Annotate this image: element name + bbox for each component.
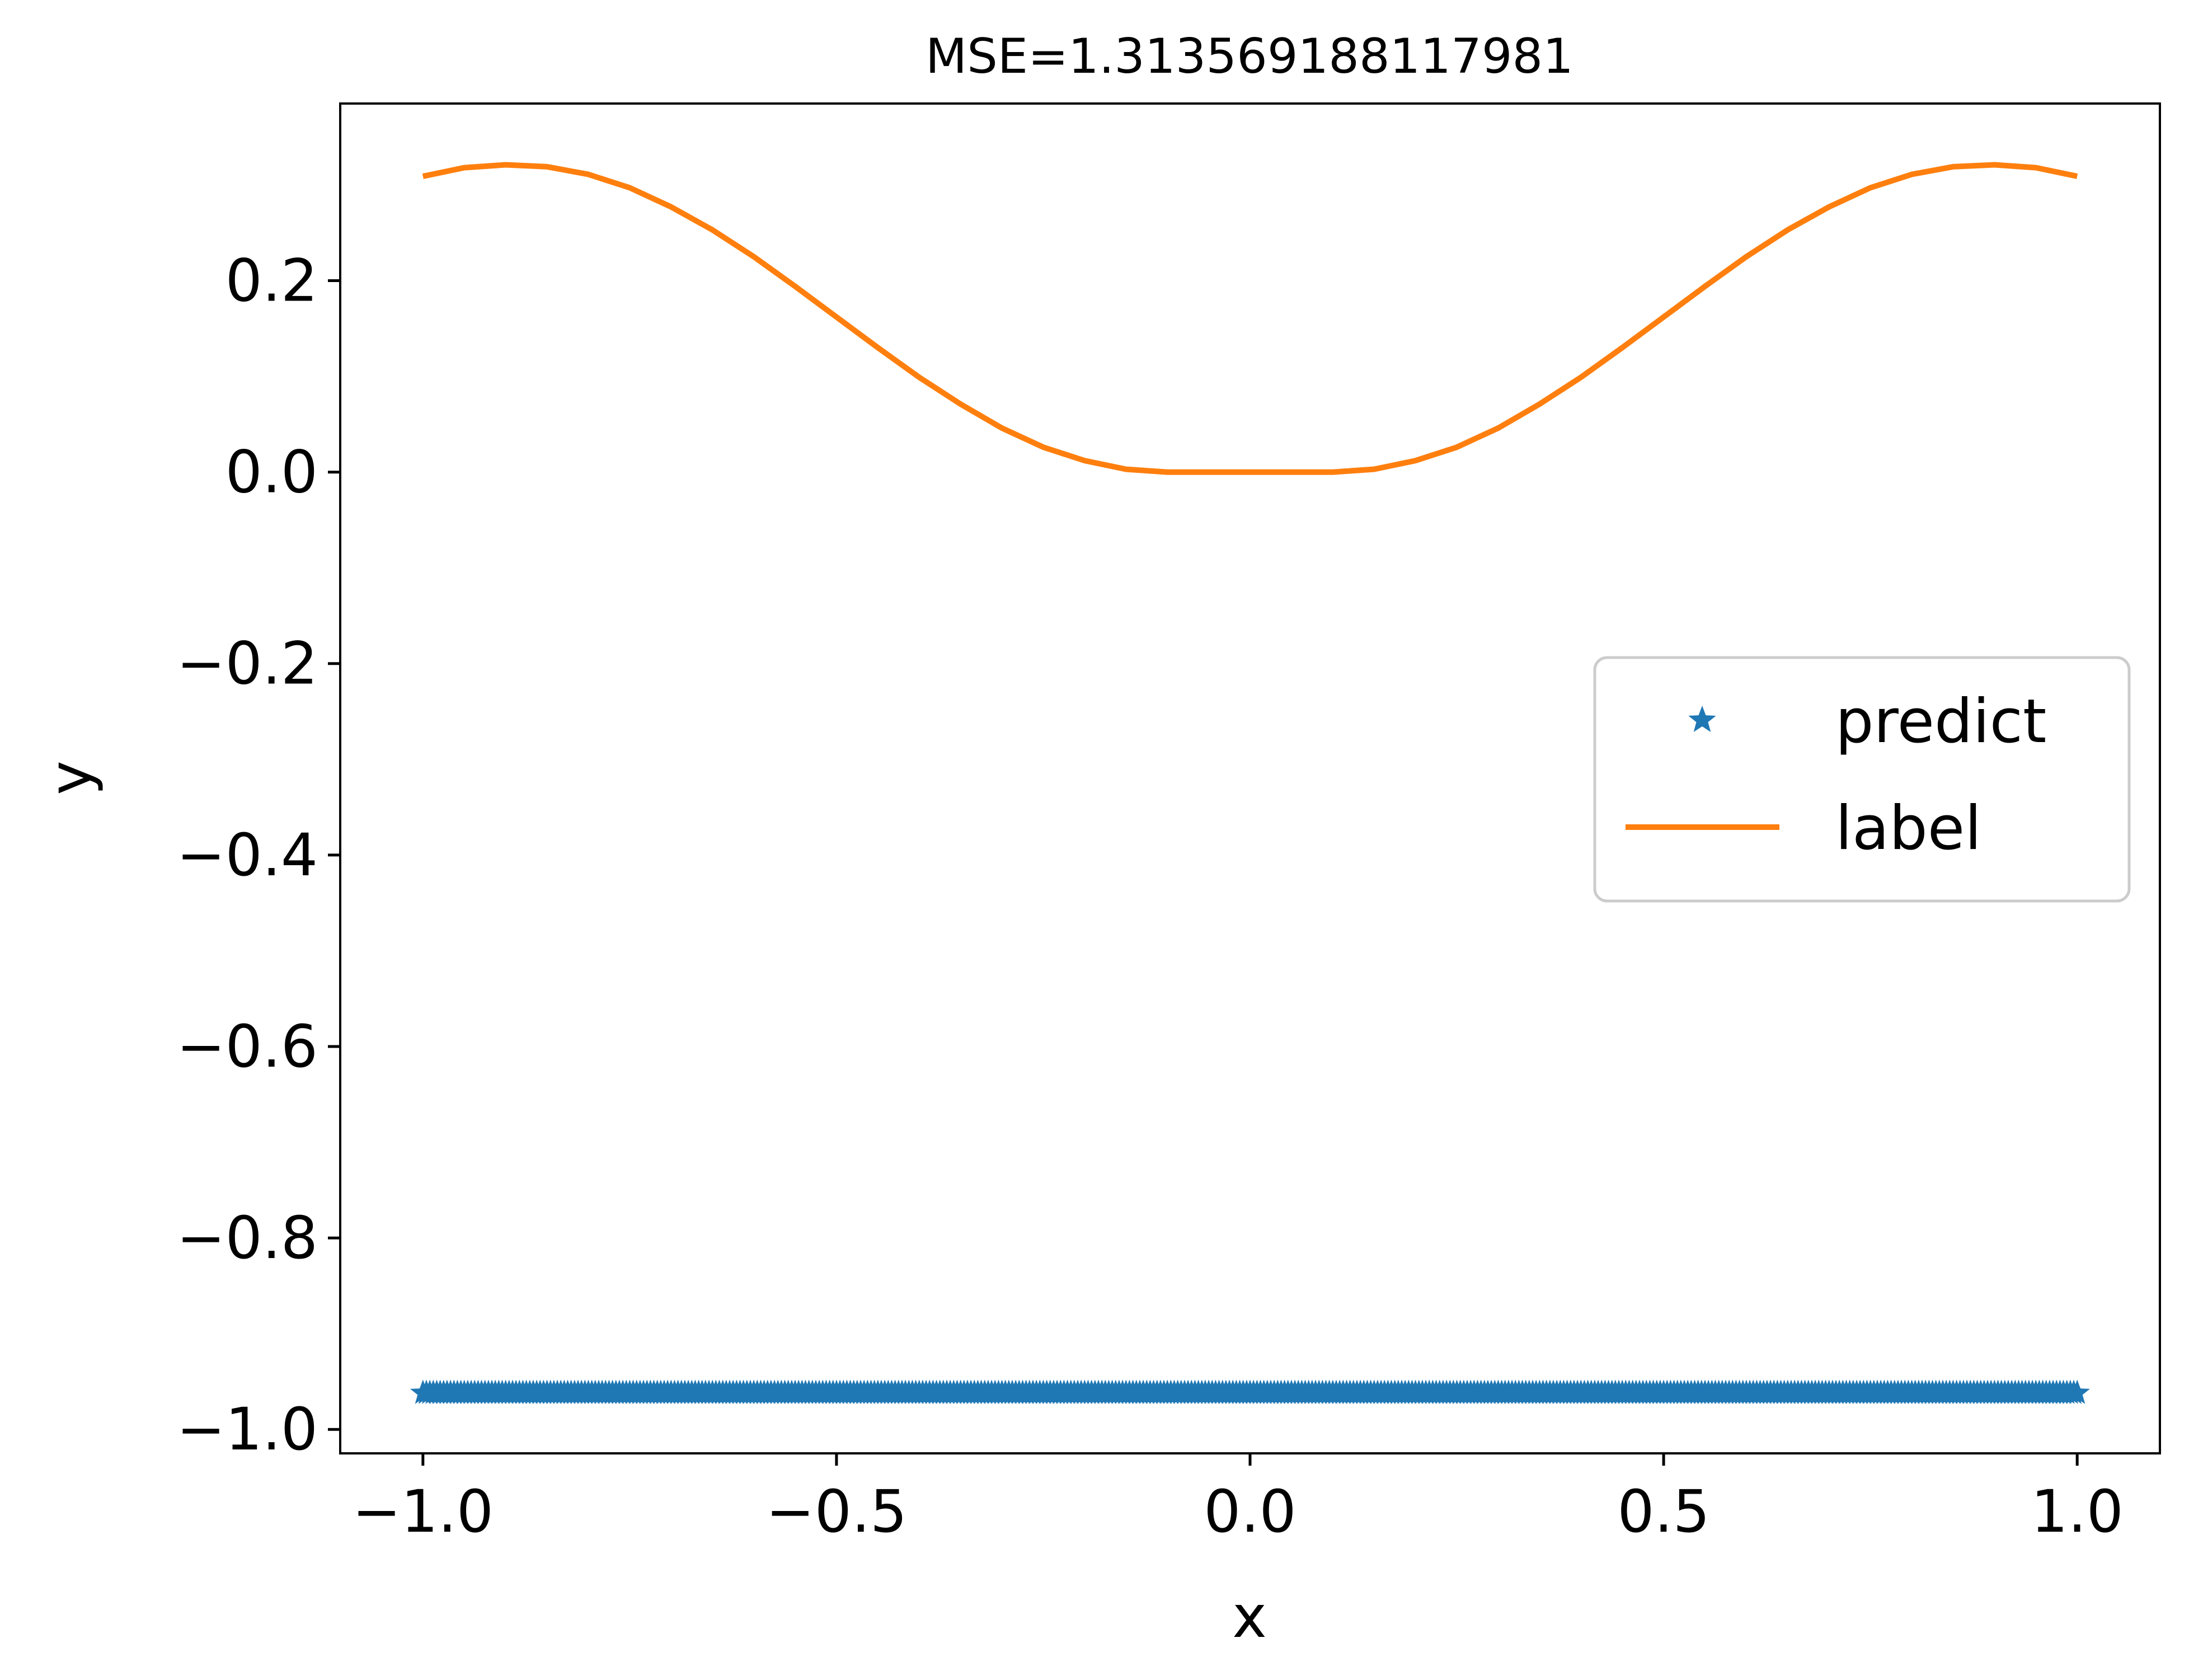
y-tick-label: −1.0 [176, 1395, 318, 1463]
x-axis-label: x [1232, 1583, 1267, 1651]
x-tick-label: 0.5 [1617, 1477, 1709, 1546]
series-layer [410, 162, 2091, 1404]
y-tick-label: −0.8 [176, 1204, 318, 1272]
y-tick-label: 0.2 [226, 246, 318, 315]
legend-star-icon [1688, 706, 1716, 733]
x-tick-label: −0.5 [766, 1477, 908, 1546]
predict-point [2064, 1379, 2091, 1404]
series-predict-markers [410, 1379, 2091, 1404]
chart-title: MSE=1.313569188117981 [926, 29, 1573, 85]
y-tick-label: −0.2 [176, 630, 318, 698]
y-tick-label: −0.4 [176, 821, 318, 889]
y-tick-label: −0.6 [176, 1012, 318, 1081]
legend: predict label [1593, 656, 2131, 903]
y-tick-label: 0.0 [226, 438, 318, 506]
legend-frame [1593, 656, 2131, 903]
x-tick-label: −1.0 [353, 1477, 494, 1546]
legend-entry-predict-text: predict [1835, 687, 2046, 757]
x-tick-label: 0.0 [1204, 1477, 1296, 1546]
legend-entry-label-text: label [1835, 794, 1981, 864]
axes-layer: −1.0 −0.5 0.0 0.5 1.0 −1.0 −0.8 −0.6 −0.4 −0.2 0.0… [176, 102, 2161, 1546]
y-axis-label: y [36, 761, 105, 795]
x-tick-label: 1.0 [2031, 1477, 2123, 1546]
series-label-line [422, 162, 2078, 475]
legend-entry-predict-marker [1688, 706, 1716, 733]
